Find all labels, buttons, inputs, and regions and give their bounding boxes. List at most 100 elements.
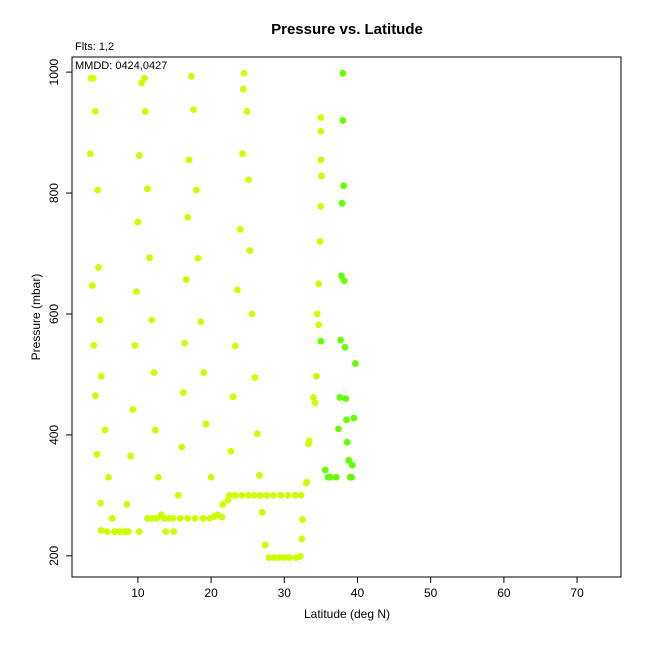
data-point — [135, 152, 143, 159]
x-axis: 10 20 30 40 50 60 70 — [131, 577, 584, 600]
data-point — [134, 218, 142, 226]
data-point — [105, 473, 112, 481]
data-points — [86, 69, 359, 562]
data-point — [348, 473, 356, 481]
data-point — [336, 394, 344, 401]
y-axis-label: Pressure (mbar) — [29, 274, 43, 361]
data-point — [339, 69, 347, 77]
y-tick-label: 600 — [47, 304, 61, 324]
data-point — [148, 316, 156, 324]
data-point — [317, 156, 325, 164]
data-point — [245, 176, 252, 184]
data-point — [129, 406, 137, 413]
x-tick-label: 30 — [278, 586, 292, 600]
data-point — [231, 342, 239, 350]
data-point — [143, 514, 151, 522]
data-point — [231, 491, 239, 499]
data-point — [182, 276, 190, 283]
y-tick-label: 1000 — [47, 58, 61, 85]
data-point — [94, 264, 102, 271]
data-point — [303, 478, 311, 486]
data-point — [345, 456, 353, 464]
data-point — [184, 213, 192, 221]
data-point — [89, 282, 96, 289]
data-point — [123, 501, 131, 508]
data-point — [317, 202, 325, 210]
data-point — [225, 491, 233, 499]
data-point — [194, 254, 202, 262]
data-point — [174, 491, 182, 499]
x-tick-label: 40 — [351, 586, 365, 600]
data-point — [284, 491, 292, 499]
x-tick-label: 50 — [424, 586, 438, 600]
data-point — [89, 74, 97, 82]
y-axis: 200 400 600 800 1000 — [47, 58, 72, 566]
data-point — [326, 473, 334, 481]
data-point — [318, 172, 326, 180]
data-point — [108, 514, 116, 522]
data-point — [184, 514, 192, 522]
data-point — [97, 372, 105, 380]
data-point — [187, 72, 195, 80]
x-tick-label: 60 — [497, 586, 511, 600]
data-point — [253, 430, 261, 438]
data-point — [351, 360, 359, 367]
x-tick-label: 10 — [131, 586, 145, 600]
data-point — [337, 336, 345, 344]
data-point — [111, 528, 118, 536]
data-point — [169, 514, 177, 522]
data-point — [261, 541, 269, 549]
plot-area — [71, 56, 622, 578]
data-point — [277, 491, 285, 499]
data-point — [251, 374, 259, 381]
data-point — [101, 426, 109, 434]
data-point — [297, 491, 305, 499]
data-point — [154, 473, 162, 481]
data-point — [245, 491, 252, 499]
data-point — [199, 514, 207, 522]
data-point — [176, 514, 184, 522]
data-point — [305, 437, 313, 445]
data-point — [258, 508, 266, 516]
data-point — [246, 247, 254, 254]
data-point — [124, 528, 132, 536]
data-point — [96, 316, 104, 324]
data-point — [256, 491, 264, 499]
data-point — [286, 554, 293, 562]
data-point — [275, 554, 283, 562]
data-point — [133, 288, 140, 296]
data-point — [135, 528, 143, 536]
data-point — [152, 426, 159, 434]
data-point — [234, 286, 241, 294]
data-point — [311, 399, 319, 407]
data-point — [170, 528, 178, 536]
data-point — [207, 473, 215, 481]
chart-title: Pressure vs. Latitude — [271, 21, 423, 38]
data-point — [238, 491, 246, 499]
data-point — [332, 473, 340, 481]
data-point — [229, 393, 237, 401]
data-point — [250, 491, 258, 499]
y-tick-label: 800 — [47, 183, 61, 203]
data-point — [94, 186, 102, 194]
data-point — [270, 554, 278, 562]
data-point — [179, 389, 187, 396]
y-tick-label: 200 — [47, 546, 61, 566]
y-tick-label: 400 — [47, 425, 61, 445]
data-point — [181, 339, 189, 347]
data-point — [219, 501, 227, 508]
data-point — [248, 310, 256, 318]
data-point — [218, 513, 226, 521]
data-point — [310, 394, 317, 401]
data-point — [202, 420, 210, 428]
data-point — [93, 450, 101, 458]
data-point — [146, 254, 153, 262]
data-point — [280, 554, 288, 562]
data-point — [341, 343, 349, 351]
data-point — [239, 85, 247, 93]
data-point — [339, 117, 347, 124]
data-point — [317, 127, 325, 135]
data-point — [321, 466, 329, 474]
data-point — [313, 310, 321, 318]
